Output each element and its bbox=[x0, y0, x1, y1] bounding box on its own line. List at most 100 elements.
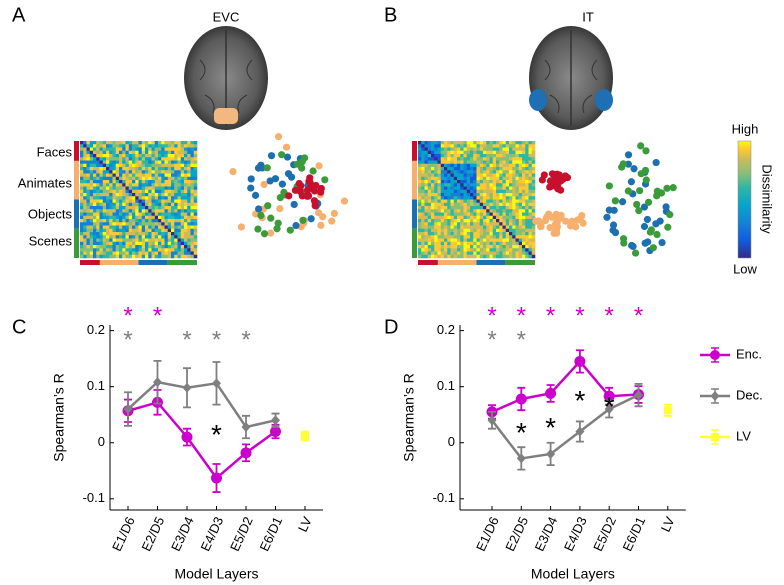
rdm-cell bbox=[106, 215, 110, 220]
rdm-cell bbox=[99, 199, 104, 204]
rdm-cell bbox=[463, 199, 468, 204]
rdm-cell bbox=[184, 202, 188, 207]
rdm-cell bbox=[447, 199, 451, 204]
rdm-cell bbox=[466, 251, 471, 256]
rdm-cell bbox=[418, 173, 422, 178]
rdm-cell bbox=[453, 163, 458, 168]
rdm-cell bbox=[418, 254, 422, 259]
rdm-cell bbox=[141, 193, 146, 197]
rdm-cell bbox=[99, 215, 104, 220]
rdm-cell bbox=[496, 160, 500, 165]
rdm-cell bbox=[99, 163, 104, 168]
x-tick-label: E4/D3 bbox=[561, 514, 590, 553]
rdm-cell bbox=[174, 251, 178, 256]
rdm-cell bbox=[476, 160, 481, 165]
rdm-cell bbox=[479, 209, 484, 213]
rdm-cell bbox=[450, 144, 455, 148]
rdm-cell bbox=[522, 180, 526, 184]
rdm-cell bbox=[132, 141, 136, 145]
rdm-cell bbox=[528, 173, 533, 178]
rdm-cell bbox=[421, 186, 425, 191]
rdm-cell bbox=[141, 248, 146, 252]
rdm-cell bbox=[434, 150, 438, 155]
rdm-cell bbox=[418, 170, 422, 174]
rdm-cell bbox=[509, 238, 513, 243]
rdm-cell bbox=[164, 248, 169, 252]
rdm-cell bbox=[141, 199, 146, 204]
rdm-cell bbox=[106, 193, 110, 197]
rdm-cell bbox=[525, 225, 529, 230]
rdm-cell bbox=[489, 176, 494, 181]
rdm-cell bbox=[184, 196, 188, 200]
rdm-cell bbox=[466, 219, 471, 223]
legend-marker bbox=[711, 433, 719, 441]
rdm-cell bbox=[492, 150, 497, 155]
rdm-cell bbox=[489, 167, 494, 171]
rdm-cell bbox=[167, 241, 172, 246]
rdm-cell bbox=[476, 167, 481, 171]
rdm-cell bbox=[444, 225, 448, 230]
rdm-cell bbox=[470, 167, 474, 171]
rdm-cell bbox=[171, 173, 175, 178]
rdm-cell bbox=[424, 232, 429, 236]
rdm-cell bbox=[489, 189, 494, 194]
rdm-cell bbox=[466, 235, 471, 239]
rdm-cell bbox=[167, 222, 172, 226]
rdm-cell bbox=[466, 167, 471, 171]
rdm-cell bbox=[502, 238, 507, 243]
rdm-cell bbox=[476, 238, 481, 243]
rdm-cell bbox=[190, 176, 195, 181]
rdm-cell bbox=[492, 199, 497, 204]
rdm-cell bbox=[431, 235, 435, 239]
significance-marker: * bbox=[182, 326, 191, 353]
rdm-cell bbox=[177, 235, 182, 239]
rdm-cell bbox=[528, 157, 533, 161]
rdm-cell bbox=[499, 170, 503, 174]
rdm-cell bbox=[502, 219, 507, 223]
rdm-cell bbox=[138, 196, 143, 200]
category-bar bbox=[412, 141, 417, 161]
rdm-cell bbox=[483, 241, 487, 246]
rdm-cell bbox=[522, 157, 526, 161]
rdm-cell bbox=[164, 235, 169, 239]
rdm-cell bbox=[96, 215, 100, 220]
rdm-cell bbox=[106, 248, 110, 252]
rdm-cell bbox=[431, 199, 435, 204]
rdm-cell bbox=[499, 235, 503, 239]
rdm-cell bbox=[106, 176, 110, 181]
rdm-cell bbox=[193, 144, 198, 148]
rdm-cell bbox=[505, 238, 510, 243]
significance-marker: * bbox=[634, 302, 643, 329]
rdm-cell bbox=[453, 202, 458, 207]
rdm-cell bbox=[148, 170, 152, 174]
rdm-cell bbox=[154, 193, 159, 197]
rdm-cell bbox=[528, 225, 533, 230]
rdm-cell bbox=[528, 202, 533, 207]
rdm-cell bbox=[89, 219, 94, 223]
rdm-cell bbox=[83, 167, 87, 171]
rdm-cell bbox=[434, 196, 438, 200]
rdm-cell bbox=[128, 183, 133, 187]
rdm-cell bbox=[515, 150, 520, 155]
rdm-cell bbox=[109, 183, 113, 187]
rdm-cell bbox=[522, 170, 526, 174]
rdm-cell bbox=[83, 144, 87, 148]
rdm-cell bbox=[80, 202, 84, 207]
rdm-cell bbox=[515, 157, 520, 161]
rdm-cell bbox=[135, 189, 139, 194]
y-tick-label: 0 bbox=[448, 434, 455, 449]
rdm-cell bbox=[450, 170, 455, 174]
rdm-cell bbox=[128, 196, 133, 200]
y-axis-label: Spearman’s R bbox=[51, 373, 67, 461]
rdm-cell bbox=[483, 141, 487, 145]
rdm-cell bbox=[132, 222, 136, 226]
rdm-cell bbox=[434, 176, 438, 181]
rdm-cell bbox=[470, 222, 474, 226]
rdm-cell bbox=[119, 141, 123, 145]
rdm-cell bbox=[470, 173, 474, 178]
rdm-cell bbox=[106, 157, 110, 161]
mds-point bbox=[658, 238, 666, 247]
rdm-cell bbox=[437, 160, 442, 165]
rdm-cell bbox=[122, 167, 126, 171]
rdm-cell bbox=[531, 163, 536, 168]
